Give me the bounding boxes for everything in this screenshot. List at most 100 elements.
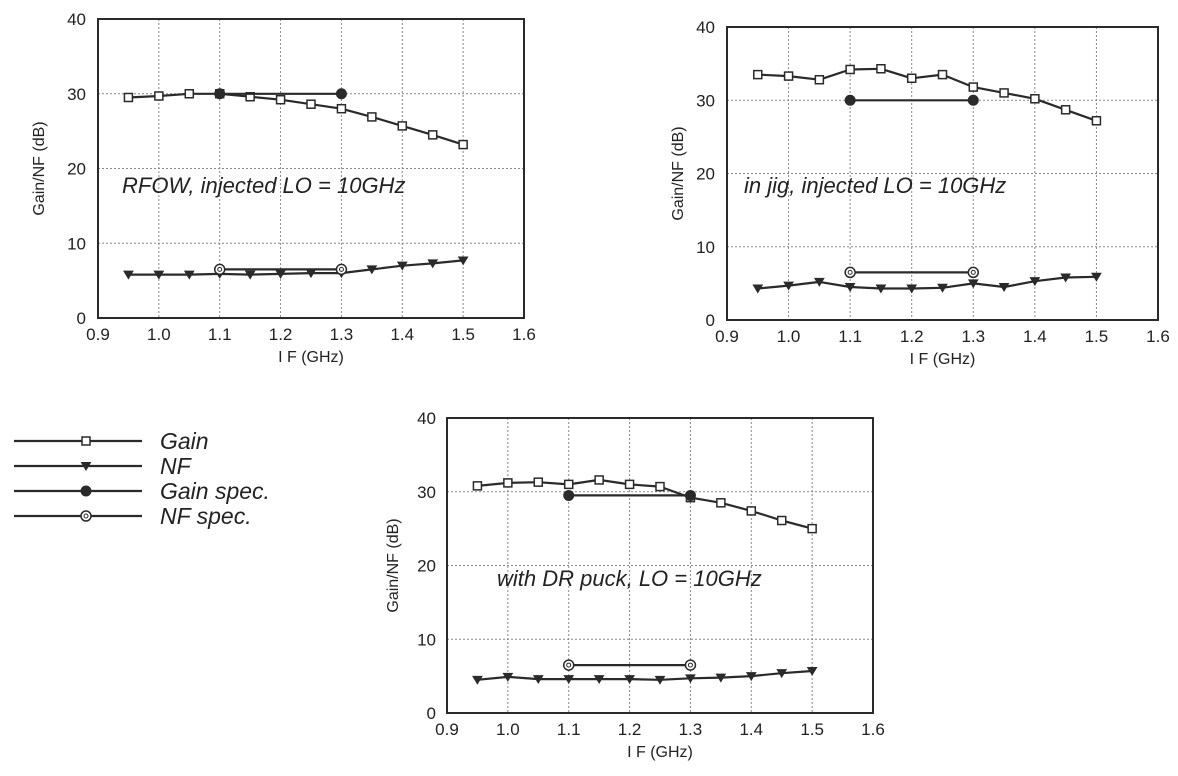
data-point: [214, 88, 226, 100]
data-point: [753, 69, 763, 80]
data-point: [1091, 116, 1102, 126]
data-point: [397, 121, 408, 131]
data-point: [396, 261, 408, 271]
y-tick-label: 20: [696, 165, 715, 184]
x-tick-label: 1.0: [147, 325, 171, 344]
series-line: [757, 275, 1097, 290]
legend-label: NF spec.: [160, 503, 252, 529]
data-point: [244, 270, 256, 280]
data-point: [153, 270, 165, 280]
data-point: [503, 478, 513, 488]
data-point: [458, 139, 468, 150]
data-point: [427, 259, 439, 269]
chart-annotation: with DR puck, LO = 10GHz: [497, 566, 762, 591]
data-point: [427, 130, 438, 140]
x-tick-label: 1.3: [330, 325, 354, 344]
data-point: [624, 675, 635, 685]
legend-marker: [81, 436, 91, 446]
data-point: [876, 64, 886, 74]
x-tick-label: 1.6: [512, 325, 536, 344]
series-gain-spec: [214, 88, 347, 100]
x-tick-label: 1.5: [451, 325, 475, 344]
y-tick-label: 0: [77, 309, 86, 328]
legend-entry: Gain: [14, 428, 209, 454]
data-point: [906, 73, 917, 84]
x-tick-label: 1.0: [777, 327, 801, 346]
data-point: [716, 498, 726, 508]
data-point: [1091, 272, 1102, 282]
data-point: [336, 103, 347, 114]
series-nf-spec: [213, 263, 348, 276]
data-point: [472, 481, 483, 491]
data-point: [1060, 273, 1072, 283]
data-point: [533, 477, 544, 487]
data-point: [366, 265, 378, 275]
y-tick-label: 20: [417, 557, 436, 576]
data-point: [845, 64, 855, 75]
data-point: [562, 659, 575, 671]
y-tick-label: 10: [417, 630, 436, 649]
series-gain: [472, 475, 817, 534]
data-point: [967, 94, 979, 106]
series-gain-spec: [844, 94, 979, 106]
series-line: [128, 92, 464, 146]
data-point: [844, 94, 856, 106]
series-gain-spec: [563, 489, 696, 501]
data-point: [472, 675, 483, 685]
data-point: [184, 89, 195, 99]
y-axis-label: Gain/NF (dB): [670, 126, 687, 220]
data-point: [999, 88, 1009, 98]
series-line: [128, 259, 464, 276]
x-axis-label: I F (GHz): [278, 349, 344, 366]
x-axis-label: I F (GHz): [627, 744, 693, 761]
y-axis-label: Gain/NF (dB): [385, 518, 402, 612]
data-point: [746, 506, 757, 516]
y-tick-label: 10: [696, 238, 715, 257]
chart-3: 0.9 1.0 1.1 1.2 1.3 1.4 1.5 1.6 0 10 20 30 40 I F (GH…: [385, 409, 885, 761]
data-point: [906, 284, 918, 294]
x-tick-label: 0.9: [715, 327, 739, 346]
data-point: [684, 489, 696, 501]
data-point: [875, 284, 887, 294]
data-point: [684, 659, 697, 671]
chart-annotation: in jig, injected LO = 10GHz: [744, 173, 1006, 198]
y-axis-label: Gain/NF (dB): [31, 121, 48, 215]
data-point: [593, 675, 605, 685]
data-point: [968, 82, 979, 92]
data-point: [998, 283, 1010, 293]
data-point: [275, 94, 286, 105]
y-tick-label: 40: [696, 18, 715, 37]
x-tick-label: 1.2: [900, 327, 924, 346]
data-point: [154, 91, 164, 101]
y-tick-label: 30: [67, 85, 86, 104]
data-point: [367, 112, 377, 122]
x-tick-label: 1.2: [269, 325, 293, 344]
legend-label: Gain: [160, 428, 209, 454]
data-point: [183, 270, 195, 280]
x-tick-label: 1.6: [861, 720, 885, 739]
y-tick-label: 40: [417, 409, 436, 428]
data-point: [937, 69, 948, 80]
y-tick-label: 0: [706, 311, 715, 330]
x-axis-label: I F (GHz): [910, 351, 976, 368]
series-line: [477, 669, 813, 681]
data-point: [937, 283, 948, 293]
data-point: [814, 74, 825, 85]
series-gain: [753, 64, 1102, 126]
data-point: [783, 281, 794, 291]
x-tick-label: 1.0: [496, 720, 520, 739]
x-tick-label: 1.4: [1023, 327, 1047, 346]
data-point: [532, 675, 544, 685]
data-point: [1060, 105, 1071, 115]
legend-entry: Gain spec.: [14, 478, 270, 504]
chart-1: 0.9 1.0 1.1 1.2 1.3 1.4 1.5 1.6 0 10 20 30 40 I F (GH…: [31, 10, 536, 366]
legend-marker: [80, 462, 92, 471]
plot-frame: [446, 417, 874, 714]
data-point: [213, 263, 226, 276]
data-point: [563, 675, 575, 685]
chart-annotation: RFOW, injected LO = 10GHz: [122, 173, 405, 198]
data-point: [457, 256, 469, 266]
data-point: [654, 675, 666, 685]
